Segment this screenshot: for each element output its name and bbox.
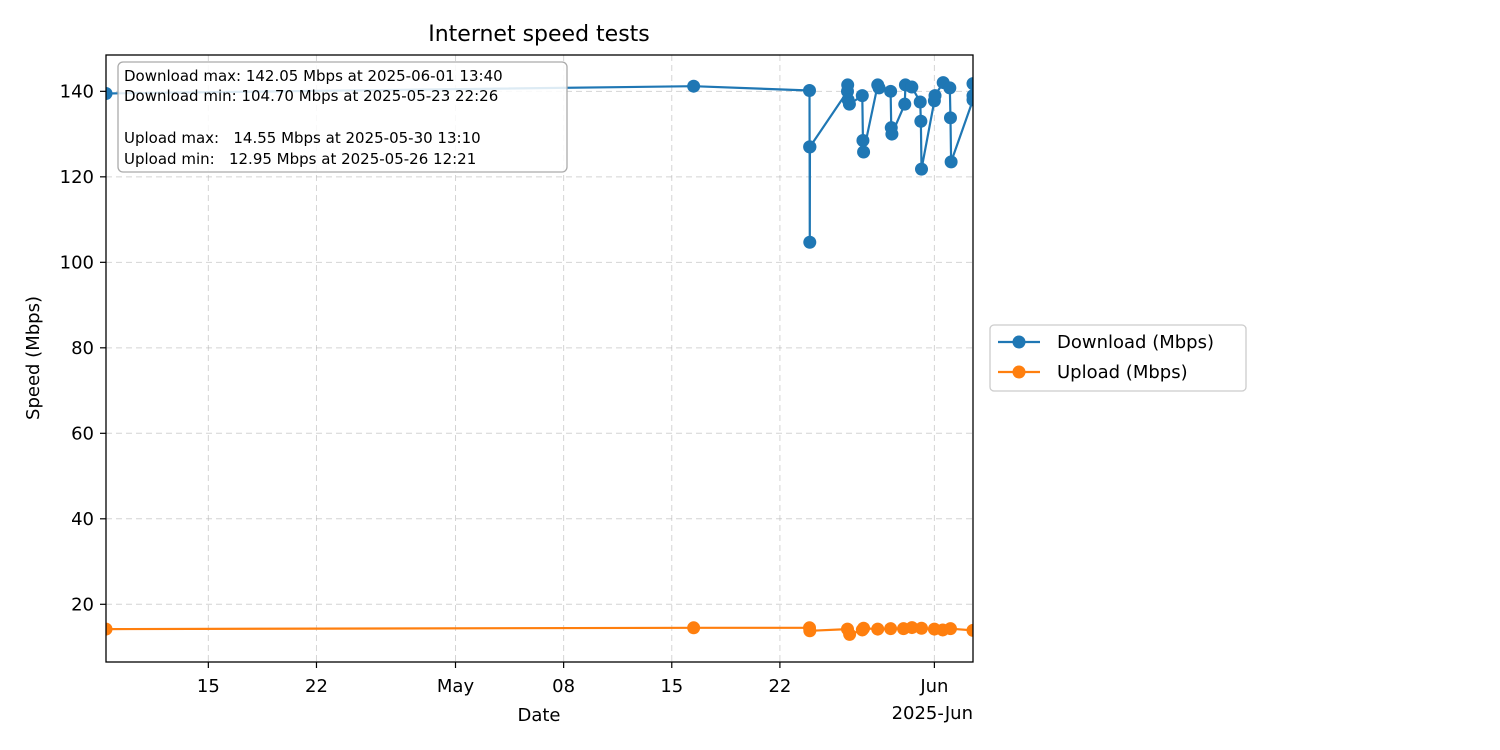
x-tick-label: 22 xyxy=(305,676,328,697)
x-axis-offset-label: 2025-Jun xyxy=(892,703,973,724)
stats-annotation: Download max: 142.05 Mbps at 2025-06-01 … xyxy=(117,61,568,173)
upload-data-point xyxy=(106,622,113,636)
download-data-point xyxy=(856,133,870,147)
download-data-point xyxy=(915,162,929,176)
stats-line: Download max: 142.05 Mbps at 2025-06-01 … xyxy=(124,67,503,85)
legend-download-label: Download (Mbps) xyxy=(1057,332,1214,353)
stats-line: Download min: 104.70 Mbps at 2025-05-23 … xyxy=(124,87,498,105)
download-data-point xyxy=(928,89,942,103)
upload-data-point xyxy=(871,622,885,636)
download-data-point xyxy=(106,86,113,100)
upload-data-point xyxy=(803,624,817,638)
upload-data-point xyxy=(857,621,871,635)
download-data-point xyxy=(687,79,701,93)
upload-data-point xyxy=(884,622,898,636)
series-group xyxy=(106,76,973,641)
x-axis-ticks: 15 22 May 08 15 22 Jun xyxy=(197,662,948,697)
y-axis-ticks: 20 40 60 80 100 120 140 xyxy=(60,81,106,615)
plot-frame xyxy=(105,54,974,663)
upload-data-point xyxy=(687,621,701,635)
y-tick-label: 40 xyxy=(71,509,94,530)
y-tick-label: 60 xyxy=(71,423,94,444)
x-tick-label: 22 xyxy=(768,676,791,697)
x-tick-label: 15 xyxy=(660,676,683,697)
download-data-point xyxy=(803,83,817,97)
download-data-point xyxy=(885,127,899,141)
upload-data-point xyxy=(966,623,973,637)
download-data-point xyxy=(913,95,927,109)
x-axis-title: Date xyxy=(517,705,560,726)
upload-data-point xyxy=(905,621,919,635)
x-tick-label: 08 xyxy=(552,676,575,697)
upload-data-point xyxy=(943,622,957,636)
legend: Download (Mbps) Upload (Mbps) xyxy=(989,324,1247,392)
x-tick-label: May xyxy=(437,676,475,697)
x-tick-label: Jun xyxy=(919,676,948,697)
upload-data-point xyxy=(843,627,857,641)
y-tick-label: 140 xyxy=(60,81,94,102)
download-data-point xyxy=(966,89,973,103)
y-tick-label: 80 xyxy=(71,338,94,359)
stats-box xyxy=(117,61,568,173)
x-tick-label: 15 xyxy=(197,676,220,697)
download-data-point xyxy=(872,81,886,95)
legend-upload-marker xyxy=(1012,365,1026,379)
download-data-point xyxy=(841,78,855,92)
download-data-point xyxy=(857,145,871,159)
grid xyxy=(106,55,973,662)
download-data-point xyxy=(803,140,817,154)
download-data-point xyxy=(898,97,912,111)
download-data-point xyxy=(884,84,898,98)
y-tick-label: 20 xyxy=(71,594,94,615)
legend-upload-label: Upload (Mbps) xyxy=(1057,362,1188,383)
download-data-point xyxy=(914,114,928,128)
legend-download-marker xyxy=(1012,335,1026,349)
download-data-point xyxy=(842,97,856,111)
y-tick-label: 120 xyxy=(60,167,94,188)
download-data-point xyxy=(855,89,869,103)
download-data-point xyxy=(905,80,919,94)
download-data-point xyxy=(943,81,957,95)
stats-line: Upload max: 14.55 Mbps at 2025-05-30 13:… xyxy=(124,129,481,147)
upload-data-point xyxy=(915,621,929,635)
chart-title: Internet speed tests xyxy=(428,22,650,47)
legend-box xyxy=(989,324,1247,392)
download-data-point xyxy=(944,155,958,169)
y-axis-title: Speed (Mbps) xyxy=(23,296,44,420)
download-data-point xyxy=(943,111,957,125)
download-data-point xyxy=(803,235,817,249)
stats-line: Upload min: 12.95 Mbps at 2025-05-26 12:… xyxy=(124,150,476,168)
download-data-point xyxy=(966,77,973,91)
y-tick-label: 100 xyxy=(60,252,94,273)
